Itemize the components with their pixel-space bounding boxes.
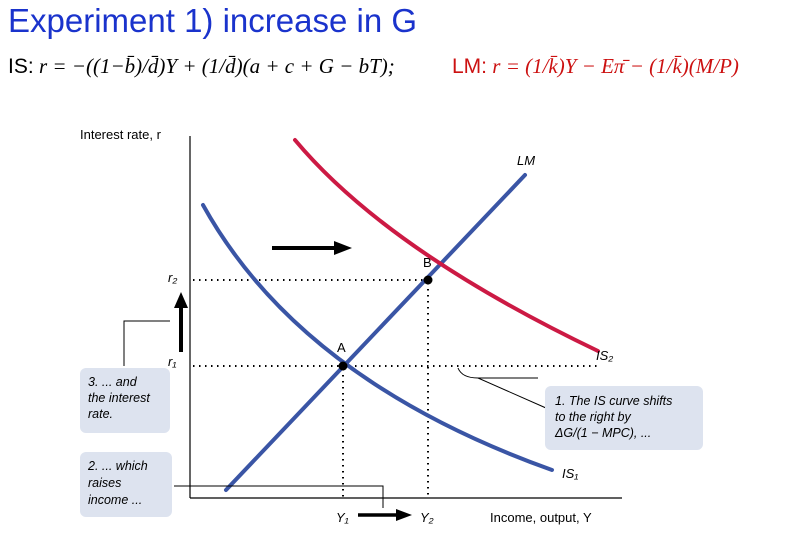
income-callout-connector [174, 485, 384, 508]
rate-callout-line-3: rate. [88, 407, 113, 421]
is-equation-label: IS: [8, 55, 34, 78]
income-right-arrow-head [396, 509, 412, 521]
lm-equation-label: LM: [452, 55, 488, 78]
income-callout-line-3: income ... [88, 493, 142, 507]
shift-callout-bracket [457, 367, 538, 379]
income-callout-line-2: raises [88, 476, 121, 490]
is-equation-text: r = −((1−b̄)/d̄)Y + (1/d̄)(a + c + G − b… [38, 54, 395, 78]
rate-up-arrow-head [174, 292, 188, 308]
slide-title: Experiment 1) increase in G [8, 2, 418, 39]
shift-callout-line-3: ΔG/(1 − MPC), ... [554, 426, 651, 440]
is-equation: IS: r = −((1−b̄)/d̄)Y + (1/d̄)(a + c + G… [8, 54, 395, 79]
y2-tick-label: Y₂ [420, 510, 434, 525]
shift-callout-line-1: 1. The IS curve shifts [555, 394, 672, 408]
point-a-label: A [337, 340, 346, 355]
is-shift-arrow-head [334, 241, 352, 255]
rate-callout-box [80, 368, 170, 433]
is1-curve-label: IS₁ [562, 466, 578, 481]
point-b-label: B [423, 255, 432, 270]
lm-curve-label: LM [517, 153, 535, 168]
income-callout-line-1: 2. ... which [87, 459, 148, 473]
y1-tick-label: Y₁ [336, 510, 349, 525]
y-axis-label: Interest rate, r [80, 127, 162, 142]
point-b [423, 275, 433, 285]
r1-tick-label: r₁ [168, 354, 176, 369]
income-callout-box [80, 452, 172, 517]
is2-curve [293, 138, 600, 353]
lm-equation-text: r = (1/k̄)Y − Eπ̄ − (1/k̄)(M/P) [492, 54, 739, 78]
is1-curve [201, 203, 554, 472]
x-axis-label: Income, output, Y [490, 510, 592, 525]
r2-tick-label: r₂ [168, 270, 177, 285]
shift-callout-line-2: to the right by [555, 410, 631, 424]
rate-callout-connector [123, 320, 170, 366]
shift-callout-box [545, 386, 703, 450]
rate-callout-line-2: the interest [88, 391, 150, 405]
shift-callout-connector [477, 377, 547, 409]
lm-curve [224, 173, 527, 492]
point-a [338, 361, 348, 371]
lm-equation: LM: r = (1/k̄)Y − Eπ̄ − (1/k̄)(M/P) [452, 54, 739, 79]
rate-callout-line-1: 3. ... and [88, 375, 138, 389]
is2-curve-label: IS₂ [596, 348, 613, 363]
